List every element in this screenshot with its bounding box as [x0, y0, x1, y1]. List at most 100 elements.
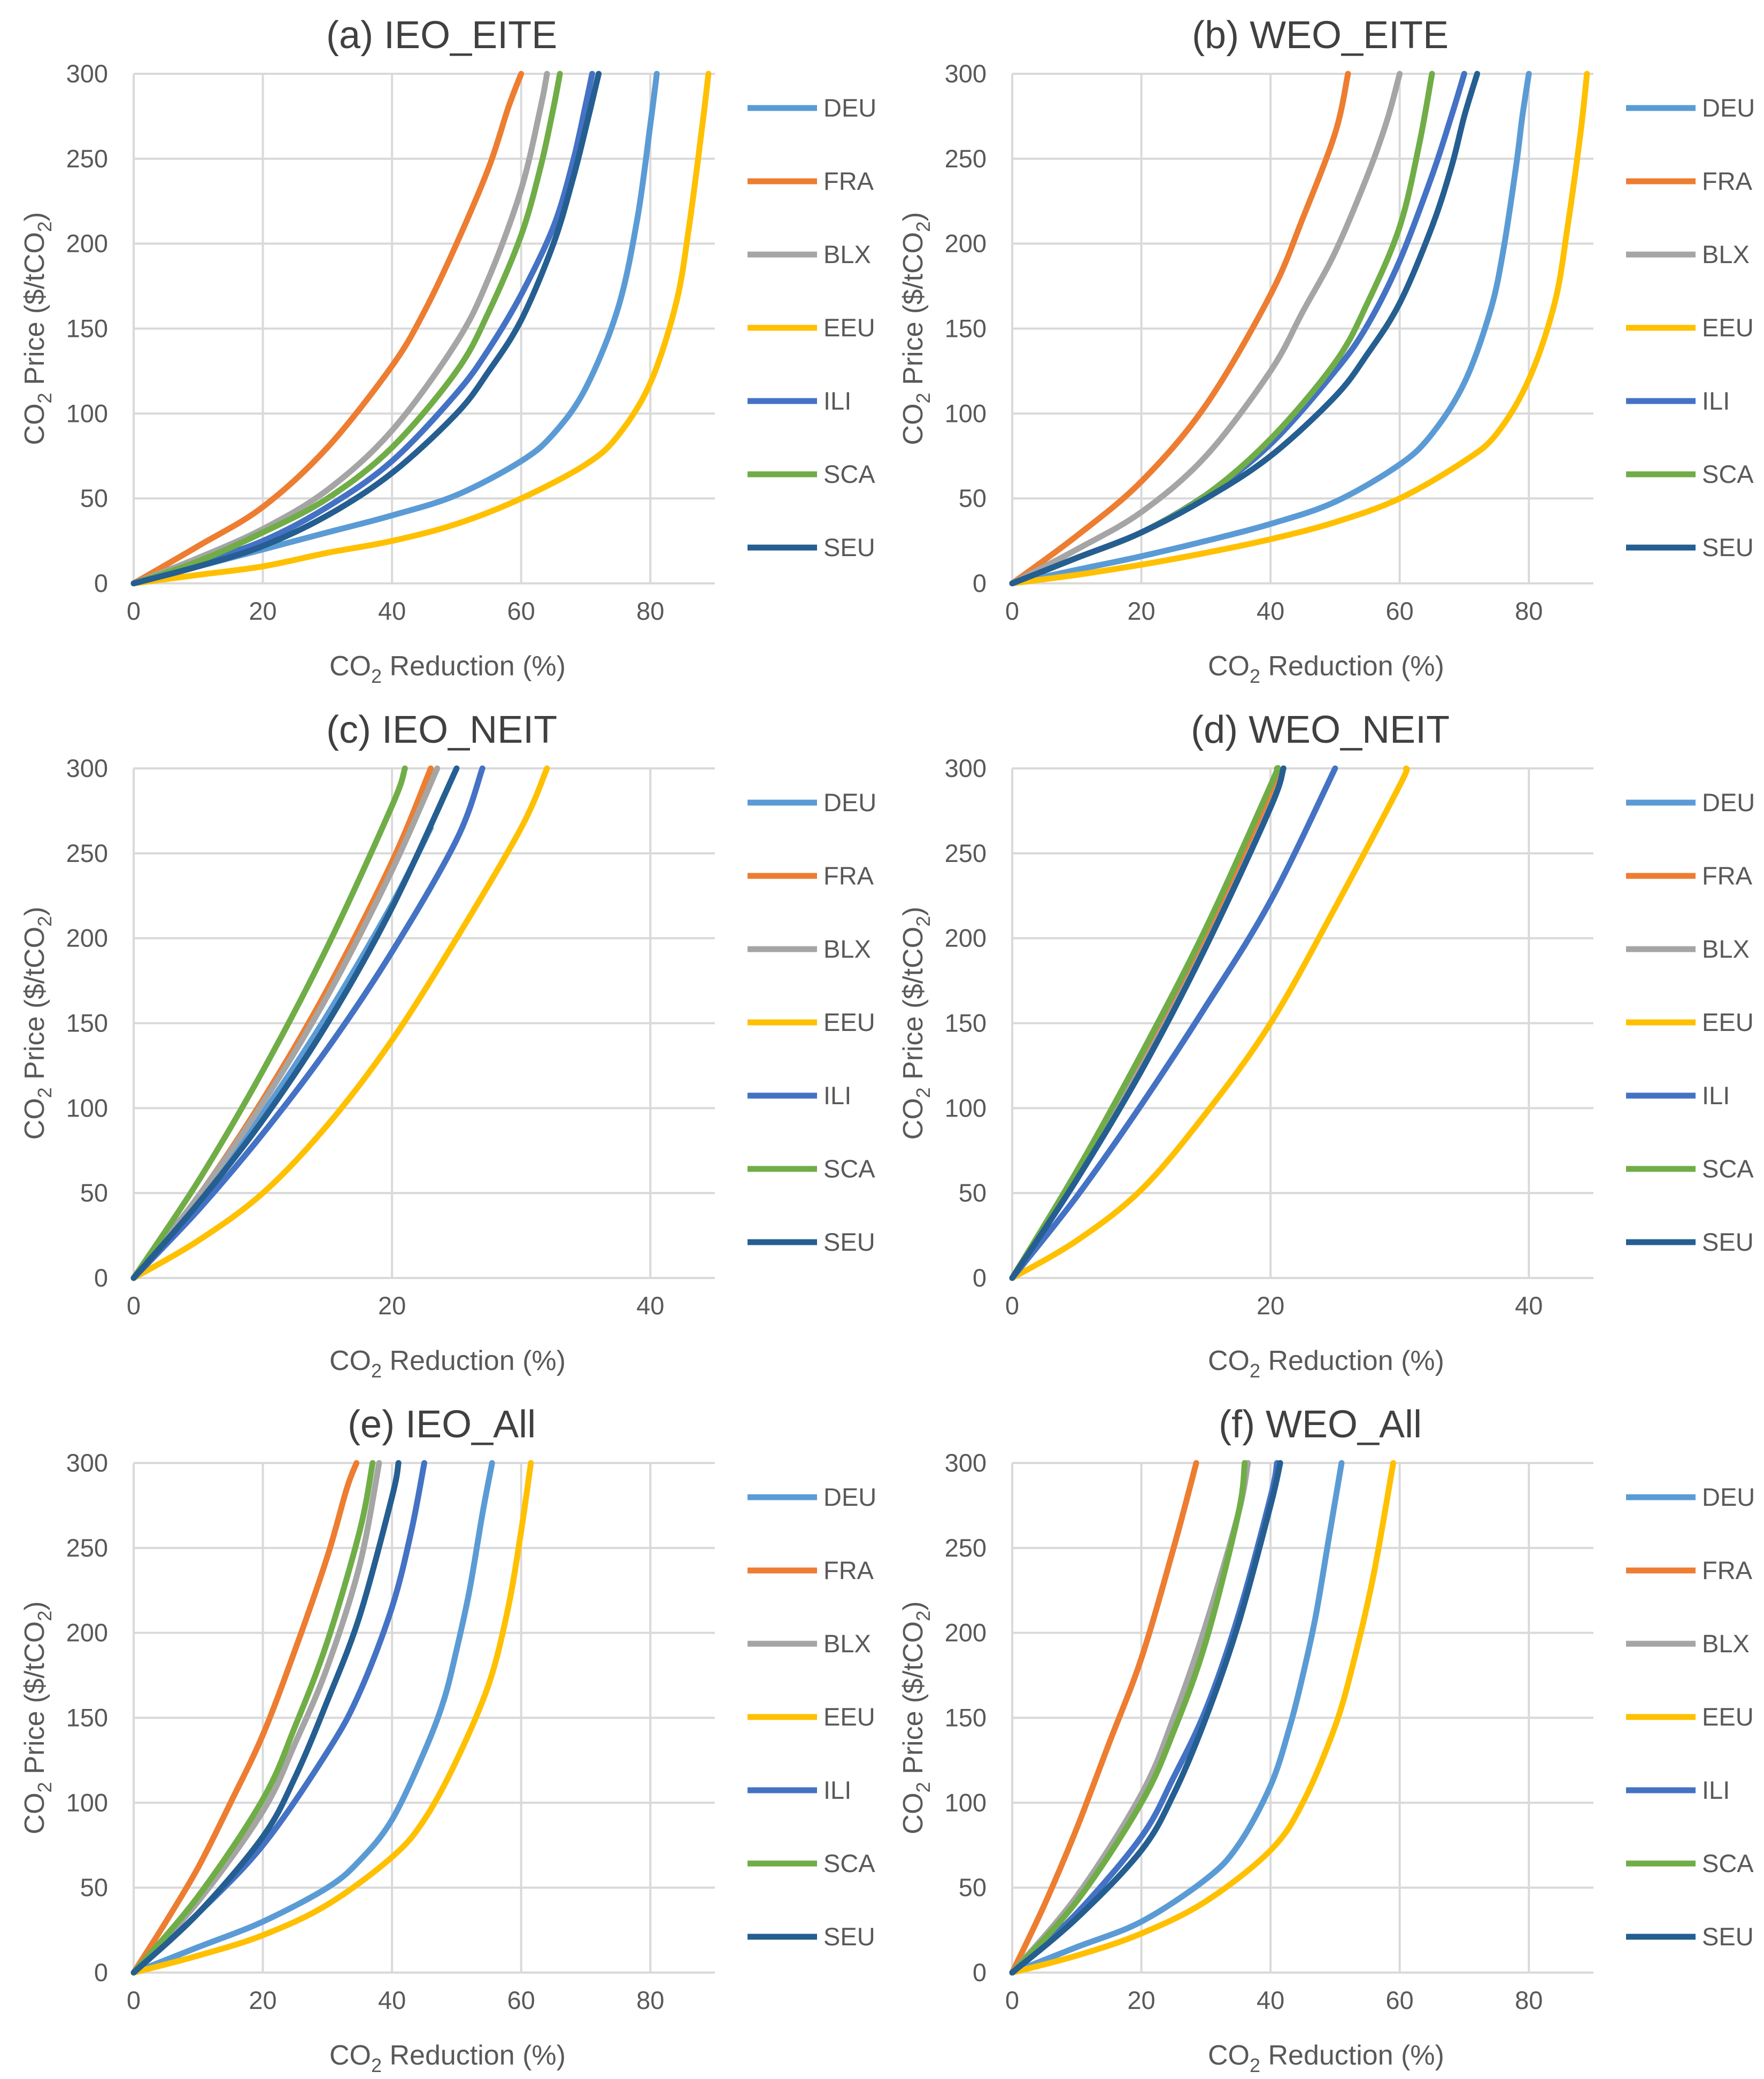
- legend-label-blx: BLX: [1702, 935, 1750, 963]
- x-tick-label: 0: [1005, 597, 1019, 625]
- y-tick-label: 50: [959, 1873, 987, 1901]
- x-tick-label: 0: [127, 597, 141, 625]
- series-line-seu: [1009, 765, 1287, 1281]
- legend: DEU FRA BLX EEU ILI SCA SEU: [1626, 94, 1755, 561]
- series-line-ili: [130, 71, 595, 587]
- legend-label-blx: BLX: [1702, 240, 1750, 268]
- y-tick-label: 0: [94, 569, 108, 597]
- legend-label-blx: BLX: [823, 1629, 871, 1658]
- chart-title: (d) WEO_NEIT: [1191, 709, 1450, 751]
- x-tick-label: 40: [1257, 597, 1284, 625]
- y-tick-label: 50: [959, 1179, 987, 1207]
- x-tick-label: 20: [249, 597, 276, 625]
- y-tick-label: 100: [945, 1788, 987, 1816]
- y-tick-label: 100: [945, 1094, 987, 1122]
- series-line-sca: [130, 1460, 376, 1976]
- y-tick-label: 0: [94, 1264, 108, 1292]
- y-tick-label: 100: [66, 1788, 108, 1816]
- chart-panel-3: (c) IEO_NEIT 0 50 100 150 200 250 300 0 20 40 CO2 R…: [19, 709, 876, 1382]
- series-line-blx: [130, 1460, 382, 1976]
- legend-label-ili: ILI: [823, 1081, 851, 1110]
- x-tick-label: 40: [378, 1986, 406, 2014]
- x-tick-label: 80: [1515, 597, 1543, 625]
- y-tick-label: 200: [66, 924, 108, 952]
- series-line-eeu: [130, 71, 712, 587]
- y-tick-label: 100: [66, 1094, 108, 1122]
- legend-label-deu: DEU: [1702, 1483, 1755, 1511]
- chart-panel-5: (e) IEO_All 0 50 100 150 200 250 300 0 20 40 60 80 CO…: [19, 1403, 876, 2076]
- x-tick-label: 80: [636, 1986, 664, 2014]
- legend-label-blx: BLX: [823, 935, 871, 963]
- legend-label-fra: FRA: [823, 861, 874, 890]
- legend-label-seu: SEU: [1702, 1228, 1754, 1256]
- series-line-sca: [1009, 765, 1281, 1281]
- x-tick-label: 20: [1127, 597, 1155, 625]
- x-tick-label: 40: [378, 597, 406, 625]
- series-lines: [130, 765, 550, 1281]
- legend-label-deu: DEU: [823, 788, 876, 817]
- x-axis-label: CO2 Reduction (%): [1208, 651, 1444, 687]
- legend-label-eeu: EEU: [1702, 1703, 1754, 1731]
- series-line-seu: [130, 71, 602, 587]
- x-axis-label: CO2 Reduction (%): [329, 1345, 566, 1382]
- legend-label-fra: FRA: [1702, 167, 1753, 195]
- x-tick-label: 40: [636, 1291, 664, 1320]
- legend: DEU FRA BLX EEU ILI SCA SEU: [1626, 788, 1755, 1256]
- series-line-sca: [1009, 1460, 1248, 1976]
- x-tick-label: 0: [1005, 1986, 1019, 2014]
- y-tick-label: 0: [94, 1958, 108, 1986]
- y-tick-label: 250: [66, 144, 108, 173]
- x-axis-label: CO2 Reduction (%): [1208, 1345, 1444, 1382]
- y-tick-label: 200: [66, 1619, 108, 1647]
- legend-label-blx: BLX: [1702, 1629, 1750, 1658]
- legend-label-sca: SCA: [1702, 1154, 1754, 1183]
- y-axis-label: CO2 Price ($/tCO2): [19, 907, 56, 1140]
- chart-title: (a) IEO_EITE: [326, 14, 557, 57]
- y-tick-label: 100: [945, 399, 987, 427]
- y-tick-label: 250: [945, 144, 987, 173]
- legend-label-eeu: EEU: [823, 313, 875, 342]
- y-tick-label: 150: [945, 1704, 987, 1732]
- legend-label-sca: SCA: [823, 1849, 875, 1877]
- y-tick-label: 0: [973, 569, 987, 597]
- chart-title: (e) IEO_All: [348, 1403, 536, 1446]
- legend-label-seu: SEU: [1702, 533, 1754, 561]
- legend-label-seu: SEU: [823, 1228, 875, 1256]
- chart-title: (b) WEO_EITE: [1192, 14, 1449, 57]
- legend-label-fra: FRA: [823, 167, 874, 195]
- legend-label-fra: FRA: [1702, 861, 1753, 890]
- legend-label-seu: SEU: [823, 533, 875, 561]
- series-line-blx: [130, 765, 441, 1281]
- x-tick-label: 20: [1257, 1291, 1284, 1320]
- y-axis-label: CO2 Price ($/tCO2): [19, 1601, 56, 1835]
- legend-label-seu: SEU: [823, 1922, 875, 1951]
- x-tick-label: 0: [1005, 1291, 1019, 1320]
- y-tick-label: 300: [945, 754, 987, 782]
- y-tick-label: 150: [945, 1009, 987, 1037]
- y-tick-label: 300: [66, 754, 108, 782]
- x-tick-label: 60: [507, 1986, 535, 2014]
- series-line-ili: [130, 765, 486, 1281]
- y-tick-label: 150: [66, 1009, 108, 1037]
- legend-label-sca: SCA: [1702, 1849, 1754, 1877]
- y-tick-label: 250: [945, 1534, 987, 1562]
- series-line-eeu: [130, 765, 550, 1281]
- series-line-sca: [130, 765, 408, 1281]
- series-line-eeu: [130, 1460, 534, 1976]
- x-tick-label: 0: [127, 1291, 141, 1320]
- x-tick-label: 0: [127, 1986, 141, 2014]
- series-line-deu: [130, 71, 660, 587]
- y-tick-label: 150: [945, 314, 987, 343]
- y-tick-label: 300: [945, 59, 987, 88]
- legend-label-fra: FRA: [823, 1556, 874, 1584]
- y-tick-label: 250: [66, 839, 108, 867]
- legend-label-deu: DEU: [1702, 788, 1755, 817]
- legend-label-eeu: EEU: [1702, 1008, 1754, 1036]
- series-lines: [130, 1460, 534, 1976]
- legend-label-ili: ILI: [1702, 387, 1730, 415]
- legend-label-eeu: EEU: [1702, 313, 1754, 342]
- x-tick-label: 80: [636, 597, 664, 625]
- legend: DEU FRA BLX EEU ILI SCA SEU: [748, 788, 876, 1256]
- series-line-eeu: [1009, 1460, 1397, 1976]
- y-tick-label: 200: [945, 1619, 987, 1647]
